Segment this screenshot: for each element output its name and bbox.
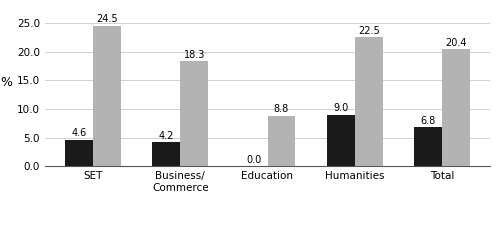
Text: 20.4: 20.4: [445, 38, 466, 48]
Bar: [65, 140, 93, 166]
Bar: [93, 26, 121, 166]
Y-axis label: %: %: [0, 76, 12, 89]
Text: 8.8: 8.8: [274, 104, 289, 114]
Text: 18.3: 18.3: [184, 50, 205, 60]
Bar: [442, 49, 470, 166]
Bar: [152, 142, 180, 166]
Bar: [327, 115, 354, 166]
Text: 9.0: 9.0: [333, 103, 348, 113]
Text: 6.8: 6.8: [420, 116, 436, 126]
Text: 4.6: 4.6: [72, 128, 87, 138]
Text: 22.5: 22.5: [358, 26, 380, 36]
Bar: [354, 37, 382, 166]
Bar: [180, 61, 208, 166]
Text: 24.5: 24.5: [96, 14, 118, 24]
Bar: [414, 127, 442, 166]
Text: 0.0: 0.0: [246, 155, 261, 165]
Text: 4.2: 4.2: [158, 131, 174, 140]
Bar: [268, 116, 295, 166]
